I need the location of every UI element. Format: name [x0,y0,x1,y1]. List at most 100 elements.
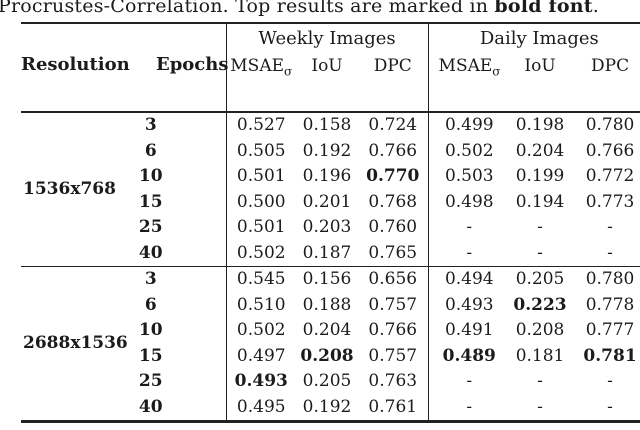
epochs-cell: 3 [121,266,226,293]
results-table: Resolution Epochs Weekly Images Daily Im… [21,22,640,423]
daily-msae-cell: 0.503 [427,164,501,190]
weekly-msae-cell: 0.527 [225,112,296,139]
table-caption: Procrustes-Correlation. Top results are … [0,0,640,18]
weekly-dpc-cell: 0.757 [368,345,418,366]
weekly-dpc-cell: 0.656 [358,266,429,293]
caption-text: Procrustes-Correlation. Top results are … [0,0,495,17]
daily-msae-cell: 0.499 [427,112,501,139]
table-row: 6 0.505 0.192 0.766 0.502 0.204 0.766 [21,138,640,164]
resolution-cell: 2688x1536 [21,266,128,422]
metric-label: MSAE [230,56,285,76]
resolution-cell: 1536x768 [23,178,116,199]
epochs-cell: 6 [144,294,157,315]
table-row: 6 0.510 0.188 0.757 0.493 0.223 0.778 [21,292,640,318]
table-container: Resolution Epochs Weekly Images Daily Im… [21,22,640,423]
daily-msae-header: MSAEσ [427,53,500,79]
caption-bold-text: bold font [494,0,593,17]
weekly-dpc-cell: 0.724 [368,115,418,135]
epochs-cell: 25 [138,371,163,391]
daily-iou-cell: - [537,217,543,237]
daily-msae-cell: - [427,369,501,395]
daily-dpc-cell: 0.766 [585,140,635,161]
epochs-cell: 25 [138,217,163,237]
weekly-dpc-cell: 0.761 [368,396,418,417]
epochs-cell: 3 [144,115,157,135]
weekly-dpc-cell: 0.763 [368,371,418,391]
weekly-msae-cell: 0.497 [225,343,296,369]
daily-iou-cell: - [537,396,543,417]
table-row: 15 0.497 0.208 0.757 0.489 0.181 0.781 [21,343,640,369]
table-row: 25 0.493 0.205 0.763- - - [21,369,640,395]
daily-dpc-cell: - [607,371,613,391]
caption-suffix: . [592,0,599,17]
daily-iou-cell: 0.204 [515,140,565,161]
daily-msae-cell: 0.489 [427,343,501,369]
weekly-dpc-cell: 0.766 [368,320,418,340]
weekly-iou-cell: 0.158 [302,115,352,135]
daily-iou-cell: 0.194 [515,191,565,212]
epochs-cell: 6 [144,140,157,161]
weekly-iou-cell: 0.187 [302,242,352,263]
weekly-iou-cell: 0.201 [302,191,352,212]
metric-label: MSAE [438,56,493,76]
resolution-column-header: Resolution [21,53,130,75]
weekly-dpc-cell: 0.770 [366,166,420,186]
daily-msae-cell: 0.502 [427,138,501,164]
daily-msae-cell: - [427,215,501,241]
weekly-msae-cell: 0.500 [225,189,296,215]
daily-images-group-header: Daily Images [427,23,640,53]
daily-dpc-cell: 0.777 [585,320,635,340]
weekly-iou-cell: 0.188 [302,294,352,315]
daily-dpc-cell: 0.773 [585,191,635,212]
daily-iou-cell: 0.199 [515,166,565,186]
table-row: 2688x1536 3 0.545 0.156 0.656 0.494 0.205 0.780 [21,266,640,422]
metric-label: DPC [373,56,412,76]
metric-label: DPC [591,56,630,76]
daily-iou-cell: 0.208 [515,320,565,340]
metric-subscript: σ [284,64,293,79]
weekly-dpc-cell: 0.760 [368,217,418,237]
weekly-iou-cell: 0.205 [302,371,352,391]
weekly-iou-cell: 0.204 [302,320,352,340]
weekly-dpc-cell: 0.768 [368,191,418,212]
daily-msae-cell: 0.491 [427,318,501,344]
daily-iou-cell: 0.181 [515,345,565,366]
table-header: Resolution Epochs Weekly Images Daily Im… [21,23,640,112]
daily-dpc-cell: 0.780 [585,115,635,135]
results-table-body: 1536x768 3 0.527 0.158 0.724 0.499 0.198 0.780 6… [21,112,640,422]
epochs-cell: 10 [138,166,163,186]
weekly-iou-cell: 0.192 [302,140,352,161]
weekly-dpc-cell: 0.765 [368,242,418,263]
weekly-msae-cell: 0.493 [225,369,296,395]
weekly-iou-cell: 0.192 [302,396,352,417]
weekly-dpc-cell: 0.766 [368,140,418,161]
weekly-images-group-header: Weekly Images [225,23,429,53]
weekly-msae-cell: 0.495 [225,394,296,422]
weekly-iou-cell: 0.196 [302,166,352,186]
weekly-iou-cell: 0.208 [300,345,354,366]
metric-label: IoU [524,56,556,76]
weekly-dpc-cell: 0.757 [368,294,418,315]
epochs-cell: 15 [138,191,163,212]
table-row: 10 0.501 0.196 0.770 0.503 0.199 0.772 [21,164,640,190]
daily-dpc-cell: - [607,396,613,417]
daily-dpc-cell: 0.780 [570,266,640,293]
weekly-iou-header: IoU [296,53,358,79]
weekly-msae-cell: 0.502 [225,318,296,344]
header-spacer [225,79,429,112]
epochs-column-header: Epochs [156,53,229,75]
weekly-msae-cell: 0.505 [225,138,296,164]
daily-dpc-cell: 0.778 [585,294,635,315]
epochs-cell: 40 [138,396,163,417]
epochs-cell: 15 [138,345,163,366]
table-row: 25 0.501 0.203 0.760- - - [21,215,640,241]
daily-dpc-cell: - [607,217,613,237]
table-row: 15 0.500 0.201 0.768 0.498 0.194 0.773 [21,189,640,215]
daily-dpc-cell: - [607,242,613,263]
table-row: 40 0.495 0.192 0.761- - - [21,394,640,422]
table-row: 10 0.502 0.204 0.766 0.491 0.208 0.777 [21,318,640,344]
weekly-msae-cell: 0.501 [225,164,296,190]
daily-iou-cell: - [537,242,543,263]
weekly-iou-cell: 0.203 [302,217,352,237]
weekly-msae-cell: 0.501 [225,215,296,241]
